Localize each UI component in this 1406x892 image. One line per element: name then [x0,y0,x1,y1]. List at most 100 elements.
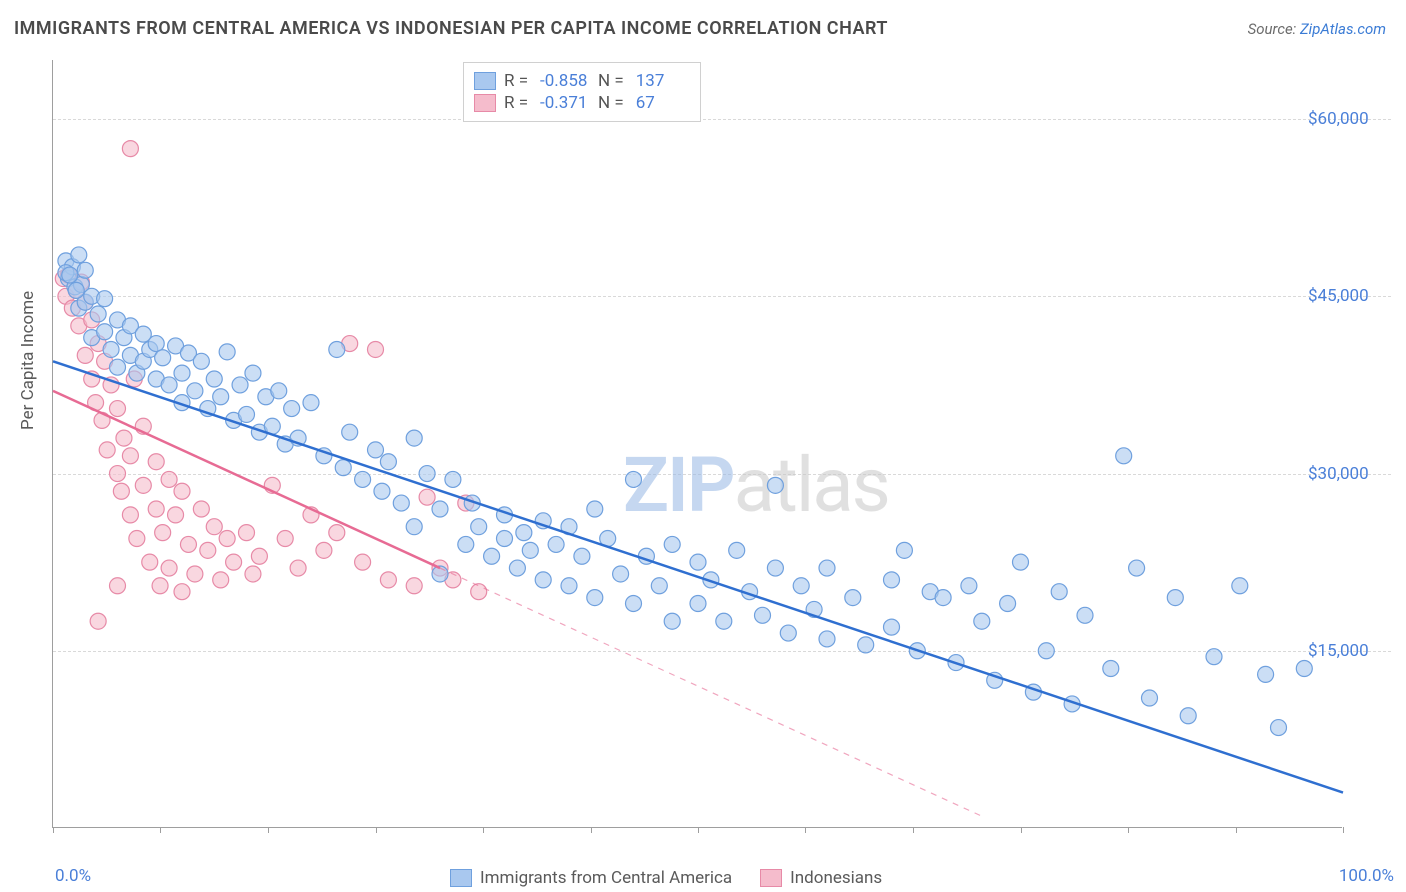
data-point [1051,584,1067,600]
data-point [152,578,168,594]
data-point [213,389,229,405]
data-point [77,347,93,363]
data-point [206,519,222,535]
x-tick [1343,827,1344,833]
data-point [129,531,145,547]
data-point [200,542,216,558]
data-point [99,442,115,458]
data-point [587,590,603,606]
data-point [239,406,255,422]
data-point [155,525,171,541]
source-link[interactable]: ZipAtlas.com [1300,20,1386,38]
plot-area: ZIPatlas R = -0.858 N = 137 R = -0.371 N… [52,60,1342,828]
data-point [368,341,384,357]
y-tick-label: $45,000 [1308,286,1388,306]
data-point [77,262,93,278]
data-point [1271,720,1287,736]
n-label-blue: N = [598,71,624,91]
swatch-pink [474,94,496,112]
trend-line-dashed [440,568,982,816]
data-point [406,578,422,594]
data-point [110,359,126,375]
data-point [380,454,396,470]
data-point [1180,708,1196,724]
y-tick-label: $60,000 [1308,109,1388,129]
legend-item-pink: Indonesians [760,868,882,888]
data-point [329,341,345,357]
data-point [535,572,551,588]
data-point [110,578,126,594]
data-point [729,542,745,558]
data-point [97,324,113,340]
data-point [161,560,177,576]
data-point [193,501,209,517]
data-point [122,507,138,523]
data-point [135,477,151,493]
data-point [226,554,242,570]
r-label-pink: R = [504,93,528,113]
data-point [232,377,248,393]
legend-label-pink: Indonesians [790,868,882,888]
data-point [68,282,84,298]
n-value-blue: 137 [632,71,686,91]
data-point [471,519,487,535]
data-point [193,353,209,369]
data-point [884,572,900,588]
data-point [122,141,138,157]
data-point [793,578,809,594]
data-point [548,536,564,552]
data-point [62,267,78,283]
data-point [245,566,261,582]
data-point [155,350,171,366]
data-point [432,501,448,517]
data-point [626,471,642,487]
data-point [206,371,222,387]
data-point [716,613,732,629]
data-point [219,531,235,547]
data-point [961,578,977,594]
data-point [71,247,87,263]
data-point [316,542,332,558]
legend-label-blue: Immigrants from Central America [480,868,732,888]
data-point [90,613,106,629]
data-point [458,536,474,552]
data-point [239,525,255,541]
data-point [406,519,422,535]
data-point [110,466,126,482]
y-axis-title: Per Capita Income [18,291,38,430]
bottom-legend: Immigrants from Central America Indonesi… [450,868,882,888]
data-point [284,401,300,417]
data-point [161,471,177,487]
data-point [187,566,203,582]
data-point [1077,607,1093,623]
data-point [516,525,532,541]
data-point [509,560,525,576]
data-point [1206,649,1222,665]
data-point [355,554,371,570]
data-point [271,383,287,399]
data-point [1116,448,1132,464]
data-point [935,590,951,606]
data-point [103,341,119,357]
data-point [122,448,138,464]
data-point [651,578,667,594]
data-point [471,584,487,600]
data-point [168,507,184,523]
data-point [690,554,706,570]
data-point [380,572,396,588]
data-point [148,501,164,517]
legend-item-blue: Immigrants from Central America [450,868,732,888]
data-point [213,572,229,588]
data-point [574,548,590,564]
correlation-stat-box: R = -0.858 N = 137 R = -0.371 N = 67 [463,62,701,122]
data-point [522,542,538,558]
data-point [587,501,603,517]
stat-row-blue: R = -0.858 N = 137 [474,71,686,91]
data-point [419,489,435,505]
y-tick-label: $15,000 [1308,641,1388,661]
data-point [1142,690,1158,706]
data-point [561,578,577,594]
data-point [767,477,783,493]
data-point [1103,660,1119,676]
data-point [368,442,384,458]
